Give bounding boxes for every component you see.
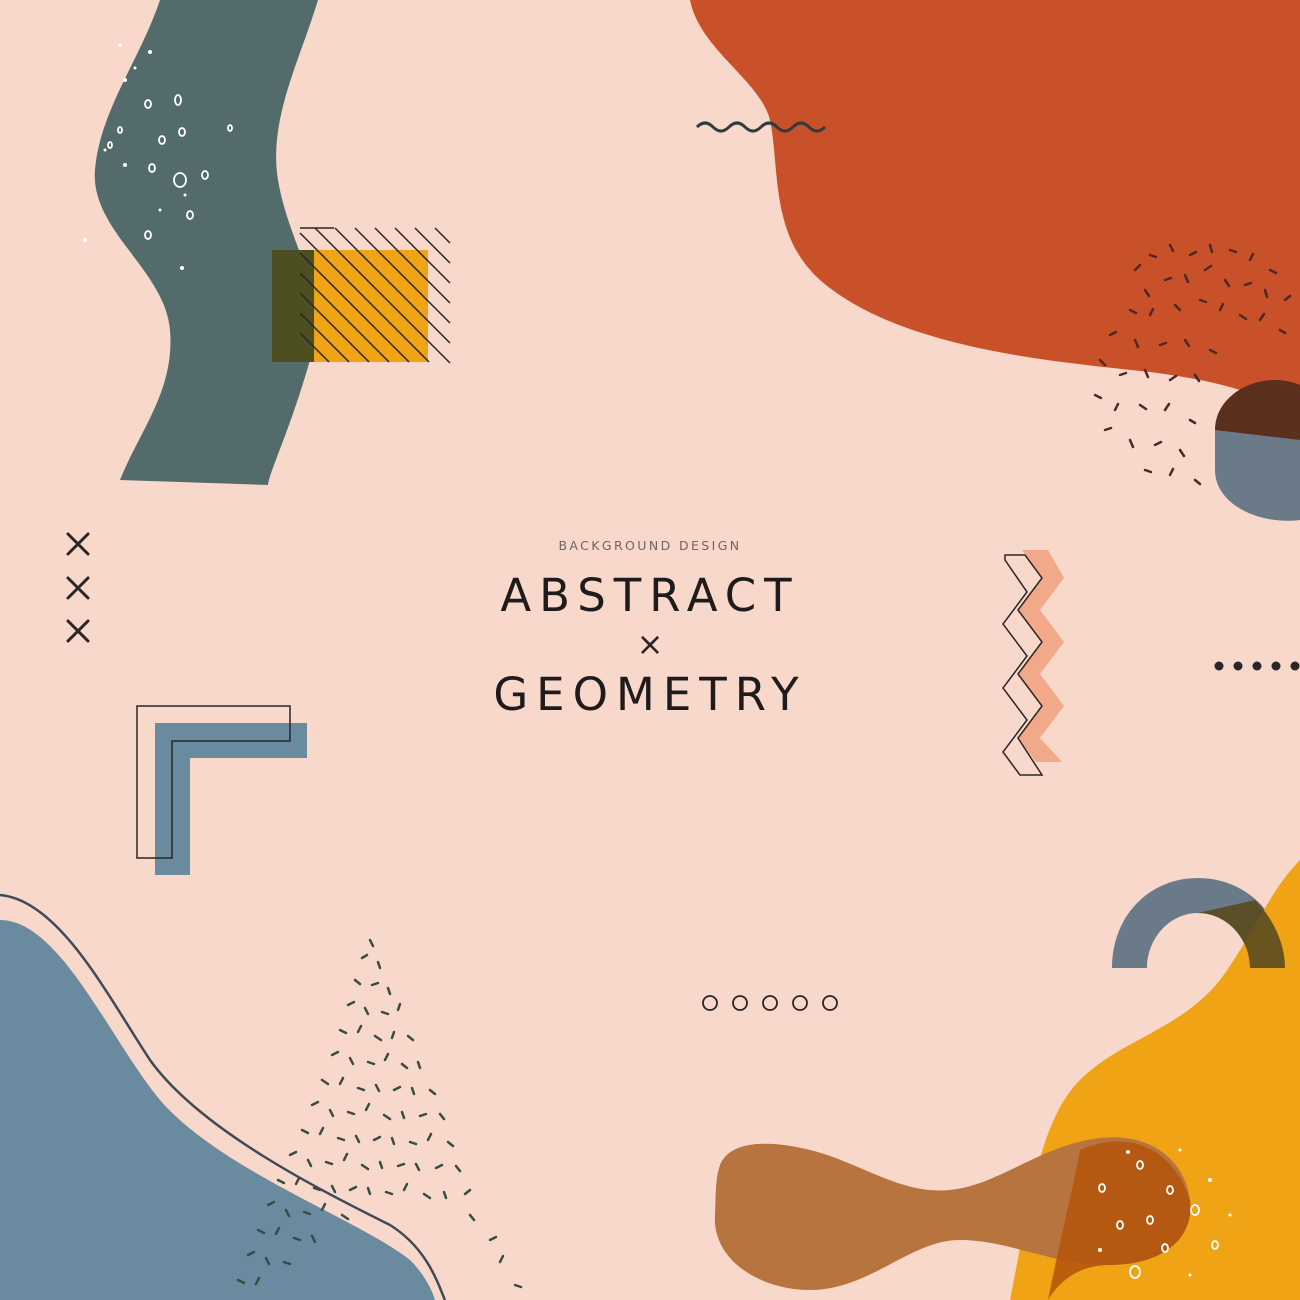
rust-dash-pattern [1093, 243, 1292, 486]
white-speckles-bottom [1098, 1160, 1219, 1279]
peach-zigzag [1018, 550, 1064, 762]
title-line-2: GEOMETRY [493, 668, 807, 721]
outline-l-bracket [136, 705, 291, 859]
title-block: BACKGROUND DESIGN ABSTRACT × GEOMETRY [400, 530, 900, 717]
rust-blob [690, 0, 1300, 420]
olive-arch-overlay [1198, 900, 1285, 968]
white-dots [83, 43, 187, 270]
olive-overlay [272, 250, 314, 362]
title-line-1: ABSTRACT [500, 569, 800, 622]
dash-triangle [236, 938, 523, 1289]
dot-row [1214, 661, 1300, 671]
blue-l-bracket [155, 723, 307, 875]
times-separator: × [636, 625, 664, 663]
outline-zigzag [1002, 554, 1044, 776]
white-speckles [107, 94, 233, 240]
curve-line [0, 893, 447, 1300]
squiggle-line [695, 121, 827, 133]
gray-blue-blob [1215, 430, 1300, 521]
slate-wavy-band [94, 0, 318, 485]
steel-blue-blob [0, 920, 435, 1300]
subtitle: BACKGROUND DESIGN [558, 538, 742, 553]
hatch-lines [299, 227, 451, 364]
white-dots-bottom [1098, 1148, 1232, 1277]
circle-row [702, 995, 838, 1011]
gray-arch [1112, 878, 1285, 968]
x-marks [66, 532, 90, 643]
